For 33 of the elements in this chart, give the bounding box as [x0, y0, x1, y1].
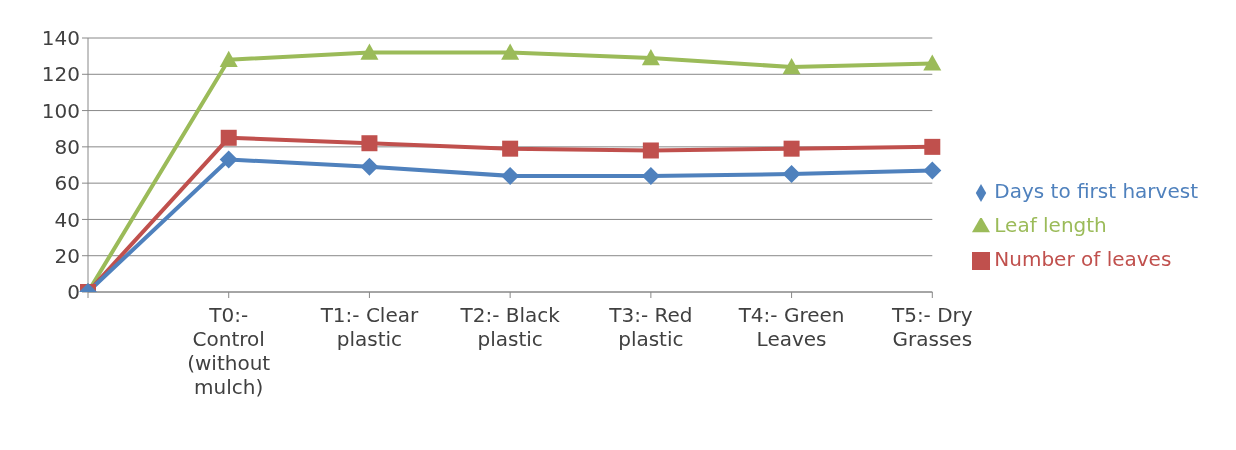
y-tick-label: 0	[67, 280, 80, 305]
point	[360, 157, 379, 176]
legend-label: Number of leaves	[994, 247, 1172, 271]
point	[220, 129, 237, 146]
y-tick-label: 40	[54, 207, 80, 232]
point	[501, 43, 520, 60]
y-tick-label: 120	[41, 62, 80, 87]
point	[502, 140, 519, 157]
legend-label: Days to first harvest	[994, 179, 1198, 203]
x-tick-label: T2:- Black plastic	[459, 303, 561, 351]
point	[219, 50, 238, 67]
point	[923, 54, 942, 71]
y-tick-label: 140	[41, 26, 80, 51]
y-tick-label: 20	[54, 243, 80, 268]
x-tick-label: T5:- Dry Grasses	[890, 303, 973, 351]
point	[361, 135, 378, 152]
y-tick-label: 80	[54, 134, 80, 159]
x-tick-label: T3:- Red plastic	[608, 303, 693, 351]
y-tick-label: 60	[54, 171, 80, 196]
legend-label: Leaf length	[994, 213, 1107, 237]
x-tick-label: T1:- Clear plastic	[319, 303, 419, 351]
point	[360, 43, 379, 60]
point	[782, 165, 801, 184]
point	[219, 150, 238, 169]
point	[782, 58, 801, 75]
point	[923, 161, 942, 180]
point	[783, 140, 800, 157]
y-tick-label: 100	[41, 98, 80, 123]
point	[924, 138, 941, 155]
point	[642, 142, 659, 159]
x-tick-label: T4:- Green Leaves	[737, 303, 845, 351]
x-tick-label: T0:- Control (without mulch)	[187, 303, 271, 399]
point	[641, 48, 660, 66]
